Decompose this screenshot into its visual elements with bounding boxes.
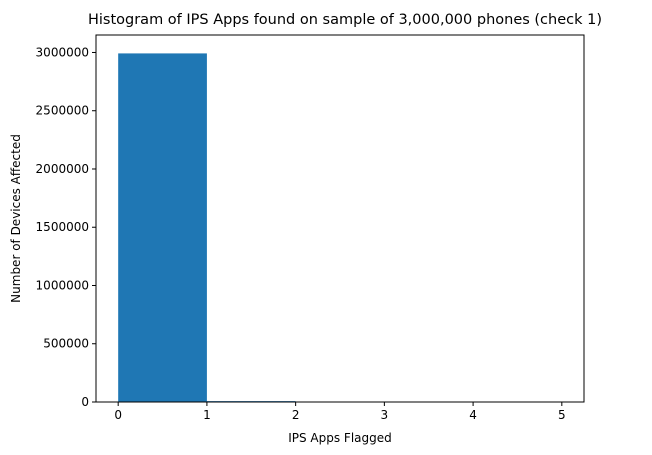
y-tick-label-4: 2000000 [36,162,89,176]
x-tick-label-3: 3 [381,408,389,422]
y-tick-label-6: 3000000 [36,45,89,59]
chart-title: Histogram of IPS Apps found on sample of… [88,12,602,28]
y-tick-label-3: 1500000 [36,220,89,234]
x-tick-label-5: 5 [558,408,566,422]
x-tick-label-4: 4 [469,408,477,422]
x-tick-label-0: 0 [114,408,122,422]
y-tick-label-1: 500000 [43,337,89,351]
bars-group [118,53,562,402]
x-tick-label-2: 2 [292,408,300,422]
x-axis-label: IPS Apps Flagged [288,431,392,445]
histogram-bar-0 [118,53,207,402]
y-tick-label-2: 1000000 [36,278,89,292]
y-tick-label-0: 0 [81,395,89,409]
plot-frame [95,34,585,403]
y-axis-label: Number of Devices Affected [9,134,23,303]
x-axis-ticks: 0 1 2 3 4 5 [114,402,566,422]
x-tick-label-1: 1 [203,408,211,422]
y-axis-ticks: 0 500000 1000000 1500000 2000000 2500000 30000… [36,45,96,409]
y-tick-label-5: 2500000 [36,104,89,118]
